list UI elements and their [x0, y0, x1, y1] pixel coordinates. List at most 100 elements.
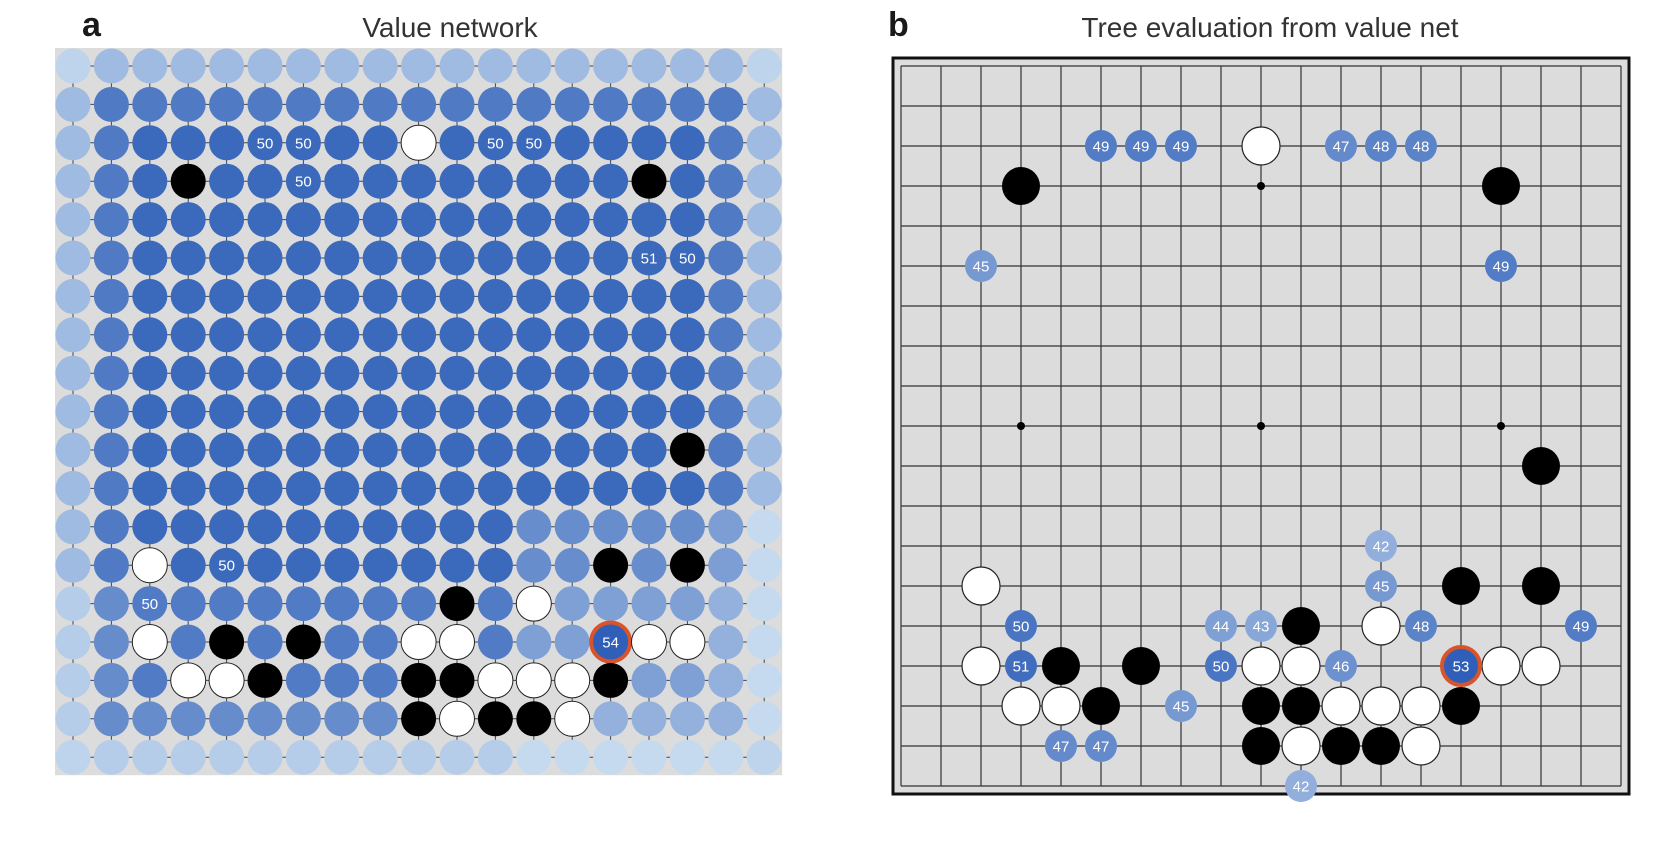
value-point	[516, 509, 552, 545]
value-point	[247, 278, 283, 314]
value-point	[209, 470, 245, 506]
evaluation-label: 49	[1173, 139, 1190, 156]
value-point	[170, 278, 206, 314]
best-move-ring	[1440, 645, 1482, 687]
value-point	[362, 701, 398, 737]
value-point	[93, 202, 129, 238]
value-point	[170, 509, 206, 545]
value-label: 50	[218, 558, 235, 575]
value-point	[132, 163, 168, 199]
value-point	[708, 317, 744, 353]
value-point	[324, 701, 360, 737]
white-stone	[1001, 686, 1041, 726]
value-point	[669, 202, 705, 238]
black-stone	[401, 701, 437, 737]
value-point	[516, 624, 552, 660]
value-point	[247, 547, 283, 583]
value-point	[593, 202, 629, 238]
value-point	[93, 48, 129, 84]
black-stone	[669, 432, 705, 468]
value-point	[708, 509, 744, 545]
black-stone	[477, 701, 513, 737]
value-point	[669, 355, 705, 391]
value-point	[170, 240, 206, 276]
value-point	[401, 739, 437, 775]
value-point	[324, 163, 360, 199]
value-point	[631, 86, 667, 122]
white-stone	[131, 547, 168, 584]
white-stone	[961, 646, 1001, 686]
evaluation-label: 48	[1413, 139, 1430, 156]
value-point	[477, 470, 513, 506]
value-label: 50	[257, 135, 274, 152]
evaluated-move	[1005, 650, 1037, 682]
value-point	[209, 394, 245, 430]
black-stone	[669, 547, 705, 583]
value-point	[209, 86, 245, 122]
value-point	[401, 394, 437, 430]
value-point	[93, 240, 129, 276]
white-stone	[170, 662, 207, 699]
value-point	[209, 701, 245, 737]
evaluation-label: 42	[1293, 779, 1310, 796]
value-point	[669, 701, 705, 737]
white-stone	[961, 566, 1001, 606]
value-point	[708, 202, 744, 238]
value-point	[554, 432, 590, 468]
value-point	[669, 317, 705, 353]
value-point	[93, 586, 129, 622]
evaluation-label: 46	[1333, 659, 1350, 676]
value-point	[132, 509, 168, 545]
value-point	[362, 432, 398, 468]
value-point	[516, 355, 552, 391]
value-point	[669, 278, 705, 314]
value-point	[401, 509, 437, 545]
best-move-ring	[589, 620, 633, 664]
value-point	[93, 509, 129, 545]
value-point	[631, 701, 667, 737]
value-point	[324, 662, 360, 698]
value-point	[55, 202, 91, 238]
value-point	[285, 547, 321, 583]
evaluation-label: 50	[1213, 659, 1230, 676]
value-point	[708, 586, 744, 622]
white-stone	[1241, 126, 1281, 166]
white-stone	[554, 700, 591, 737]
value-point	[247, 355, 283, 391]
value-point	[170, 701, 206, 737]
value-point	[631, 470, 667, 506]
value-point	[401, 278, 437, 314]
value-point	[285, 432, 321, 468]
value-point	[55, 586, 91, 622]
star-point	[1497, 422, 1505, 430]
value-point	[285, 470, 321, 506]
value-point	[708, 355, 744, 391]
value-point	[516, 547, 552, 583]
value-point	[170, 586, 206, 622]
value-point	[93, 317, 129, 353]
value-point	[362, 394, 398, 430]
value-point	[401, 355, 437, 391]
value-point	[401, 432, 437, 468]
value-point	[93, 662, 129, 698]
value-point	[554, 317, 590, 353]
white-stone	[1361, 606, 1401, 646]
black-stone	[247, 662, 283, 698]
value-point	[132, 202, 168, 238]
value-label: 51	[641, 251, 658, 268]
value-point	[132, 240, 168, 276]
black-stone	[593, 662, 629, 698]
value-point	[669, 48, 705, 84]
evaluated-move	[1325, 130, 1357, 162]
value-point	[324, 547, 360, 583]
value-point	[593, 701, 629, 737]
value-point	[324, 48, 360, 84]
value-point	[55, 317, 91, 353]
value-point	[708, 547, 744, 583]
value-point	[209, 739, 245, 775]
value-point	[669, 394, 705, 430]
value-point	[554, 163, 590, 199]
value-point	[170, 355, 206, 391]
value-label: 50	[141, 596, 158, 613]
